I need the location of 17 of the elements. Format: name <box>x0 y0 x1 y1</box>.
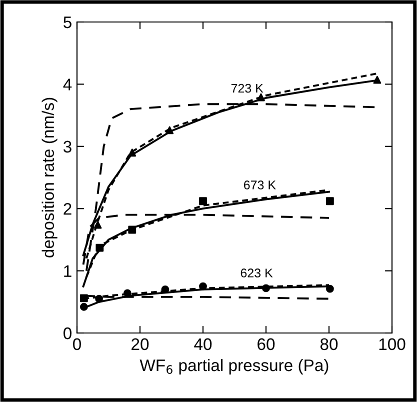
y-tick-label: 1 <box>64 265 72 277</box>
annotation: 673 K <box>244 180 276 190</box>
y-tick-label: 3 <box>64 140 72 153</box>
y-tick-label: 2 <box>64 203 72 215</box>
x-tick-label: 100 <box>379 338 406 350</box>
y-tick-label: 5 <box>64 16 72 28</box>
x-tick-label: 20 <box>132 338 149 350</box>
x-tick-label: 40 <box>194 338 212 350</box>
x-tick-label: 0 <box>73 338 81 350</box>
x-axis-title: WF$_{6}$ partial pressure (Pa) <box>140 358 328 374</box>
annotation: 623 K <box>240 268 273 278</box>
x-tick-label: 60 <box>258 338 275 350</box>
y-axis-title: deposition rate (nm/s) <box>42 98 58 258</box>
y-tick-label: 0 <box>64 327 72 340</box>
y-tick-label: 4 <box>63 78 72 90</box>
x-tick-label: 80 <box>320 338 338 350</box>
annotation: 723 K <box>231 84 264 93</box>
